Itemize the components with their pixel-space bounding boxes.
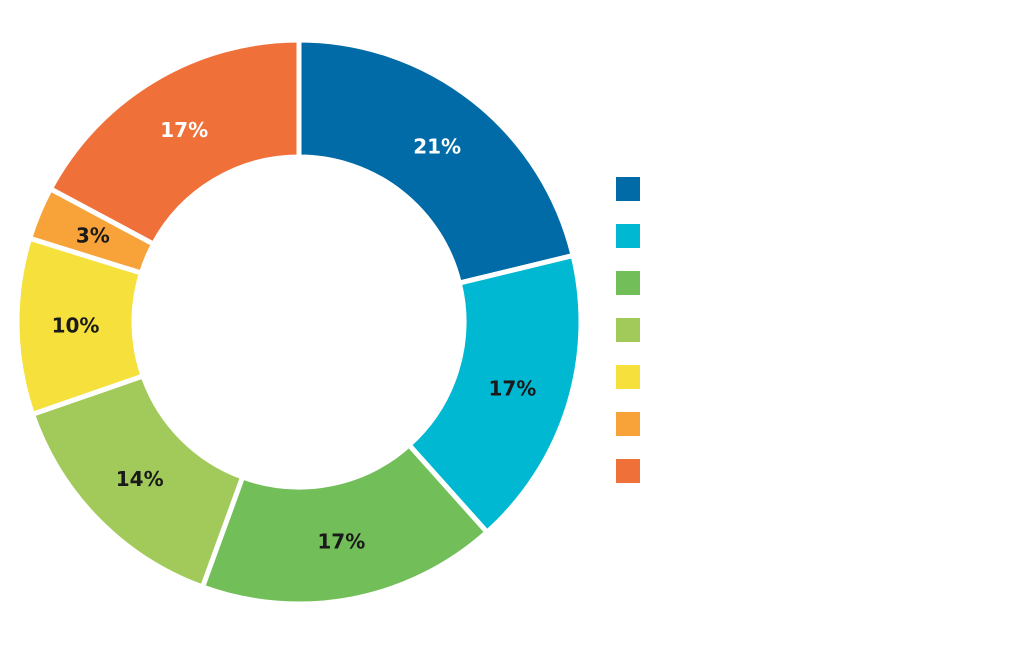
legend-swatch-5 bbox=[616, 365, 640, 389]
legend-swatch-3 bbox=[616, 271, 640, 295]
legend-swatch-2 bbox=[616, 224, 640, 248]
donut-slice-1 bbox=[296, 37, 577, 287]
slice-labels-group: 21% 17% 17% 14% 10% 3% 17% bbox=[52, 118, 537, 553]
donut-slice-3 bbox=[199, 441, 491, 607]
legend-swatch-1 bbox=[616, 177, 640, 201]
slice-value-label-5: 10% bbox=[52, 314, 100, 338]
legend-swatch-7 bbox=[616, 459, 640, 483]
slice-value-label-6: 3% bbox=[76, 224, 110, 248]
slices-group bbox=[14, 37, 584, 607]
slice-value-label-2: 17% bbox=[488, 376, 536, 400]
slice-value-label-3: 17% bbox=[317, 529, 365, 553]
legend-swatch-6 bbox=[616, 412, 640, 436]
legend-swatch-4 bbox=[616, 318, 640, 342]
legend bbox=[616, 177, 640, 483]
slice-value-label-1: 21% bbox=[413, 134, 461, 158]
slice-value-label-7: 17% bbox=[160, 118, 208, 142]
donut-slice-2 bbox=[405, 252, 584, 536]
slice-value-label-4: 14% bbox=[116, 467, 164, 491]
donut-slice-7 bbox=[47, 37, 302, 248]
